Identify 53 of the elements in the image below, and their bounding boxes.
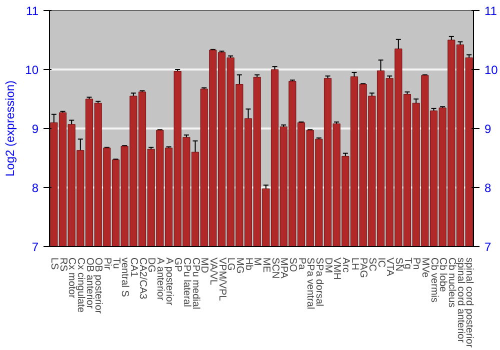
x-tick-label: SO <box>286 258 298 272</box>
y2-tick-label: 7 <box>484 240 492 254</box>
x-tick-label: Pn <box>410 258 422 270</box>
x-tick-label: spinal cord anterior <box>454 258 466 344</box>
x-tick-label: Tg <box>402 258 413 270</box>
x-tick-label: LH <box>348 258 360 270</box>
x-tick-label: RS <box>57 258 68 272</box>
x-tick-label: PAG <box>358 258 369 278</box>
x-tick-label: DG <box>146 258 157 273</box>
x-tick-label: A anterior <box>154 258 166 301</box>
x-tick-label: MG <box>234 258 245 274</box>
x-tick-label: VTA <box>384 258 396 277</box>
x-tick-label: spinal cord posterior <box>464 258 475 348</box>
x-tick-label: SC <box>366 258 378 272</box>
x-tick-label: ventral S <box>119 258 130 298</box>
y-tick-label: 9 <box>32 122 39 136</box>
x-tick-label: Pa <box>296 258 307 270</box>
x-tick-label: VA/VL <box>207 258 218 286</box>
x-tick-label: SPa dorsal <box>313 258 324 306</box>
x-tick-label: CA1 <box>128 258 139 278</box>
y-tick-label: 8 <box>32 181 39 195</box>
x-tick-label: LG <box>225 258 236 272</box>
y-tick-label: 10 <box>25 63 39 77</box>
x-tick-label: Cx motor <box>66 258 78 299</box>
x-tick-label: SPa ventral <box>304 258 316 310</box>
y2-tick-label: 10 <box>484 63 498 77</box>
x-tick-label: Arc <box>340 258 351 272</box>
x-tick-label: A posterior <box>163 258 174 306</box>
y-tick-label: 11 <box>26 4 39 18</box>
x-tick-label: Cx cingulate <box>74 258 86 313</box>
x-tick-label: LS <box>48 258 60 270</box>
y2-tick-label: 11 <box>484 4 498 18</box>
x-tick-label: Hb <box>242 258 254 271</box>
x-tick-label: GP <box>172 258 184 272</box>
x-tick-label: OB posterior <box>92 258 104 314</box>
y-tick-label: 7 <box>32 240 39 254</box>
x-tick-label: MVe <box>419 258 430 278</box>
y2-tick-label: 8 <box>484 181 492 195</box>
x-tick-label: CPu lateral <box>180 258 192 307</box>
x-tick-label: IC <box>375 258 386 268</box>
x-tick-label: Cb vermis <box>428 258 440 303</box>
x-tick-label: ME <box>260 258 272 273</box>
y2-tick-label: 9 <box>484 122 492 136</box>
x-tick-label: DM <box>322 258 334 274</box>
y-axis-title: Log2 (expression) <box>3 80 18 177</box>
x-tick-label: SCN <box>269 258 280 279</box>
x-tick-label: SN <box>392 258 404 272</box>
x-tick-label: VMH <box>331 258 342 280</box>
x-tick-label: Cb lobe <box>437 258 448 292</box>
x-tick-label: MD <box>198 258 210 274</box>
x-tick-label: CA2/CA3 <box>136 258 148 300</box>
x-tick-label: Pir <box>101 258 112 270</box>
x-tick-label: MPA <box>278 258 290 279</box>
